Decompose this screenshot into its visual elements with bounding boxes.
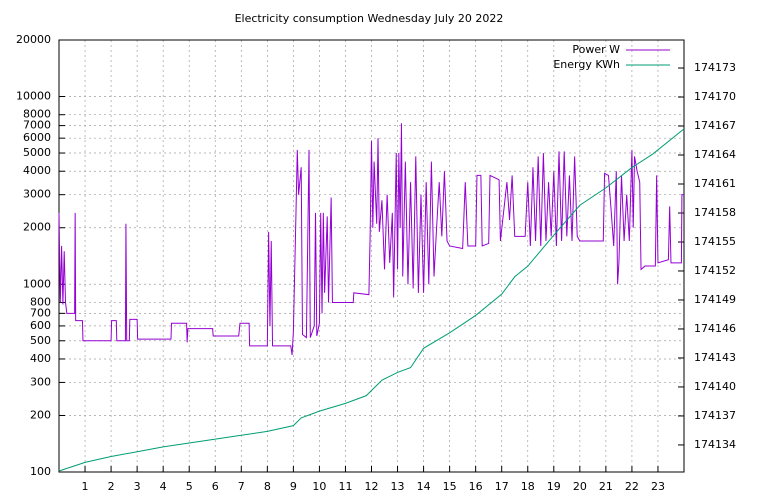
y2-tick-label: 174152 [694, 264, 736, 277]
y2-tick-label: 174158 [694, 206, 736, 219]
plot-border [58, 39, 685, 473]
x-tick-label: 14 [417, 480, 431, 493]
y-tick-label: 800 [30, 295, 51, 308]
y-tick-label: 2000 [23, 221, 51, 234]
x-tick-label: 22 [625, 480, 639, 493]
y2-tick-label: 174134 [694, 438, 736, 451]
y-tick-label: 400 [30, 352, 51, 365]
y-tick-label: 3000 [23, 188, 51, 201]
x-tick-label: 17 [495, 480, 509, 493]
y2-tick-label: 174155 [694, 235, 736, 248]
x-tick-label: 2 [108, 480, 115, 493]
y-tick-label: 6000 [23, 131, 51, 144]
y2-tick-label: 174167 [694, 119, 736, 132]
y2-tick-label: 174149 [694, 293, 736, 306]
y-tick-label: 100 [30, 465, 51, 478]
y2-tick-label: 174140 [694, 380, 736, 393]
x-tick-label: 23 [651, 480, 665, 493]
y2-tick-label: 174146 [694, 322, 736, 335]
y-tick-label: 1000 [23, 277, 51, 290]
x-tick-label: 6 [212, 480, 219, 493]
y2-tick-label: 174170 [694, 90, 736, 103]
y2-tick-label: 174137 [694, 409, 736, 422]
y-tick-label: 10000 [16, 90, 51, 103]
x-tick-label: 20 [573, 480, 587, 493]
y-tick-label: 300 [30, 375, 51, 388]
x-tick-label: 19 [547, 480, 561, 493]
x-tick-label: 1 [82, 480, 89, 493]
x-tick-label: 21 [599, 480, 613, 493]
y-tick-label: 7000 [23, 119, 51, 132]
x-tick-label: 12 [365, 480, 379, 493]
x-tick-label: 5 [186, 480, 193, 493]
x-tick-label: 3 [134, 480, 141, 493]
y-tick-label: 200 [30, 408, 51, 421]
x-tick-label: 15 [443, 480, 457, 493]
y2-tick-label: 174173 [694, 61, 736, 74]
y-tick-label: 5000 [23, 146, 51, 159]
y-tick-label: 600 [30, 319, 51, 332]
y-tick-label: 500 [30, 334, 51, 347]
x-tick-label: 7 [238, 480, 245, 493]
y-tick-label: 700 [30, 306, 51, 319]
y-tick-label: 8000 [23, 108, 51, 121]
x-tick-label: 18 [521, 480, 535, 493]
x-tick-label: 4 [160, 480, 167, 493]
chart-title: Electricity consumption Wednesday July 2… [235, 12, 504, 25]
legend-label: Power W [572, 43, 620, 56]
series-line [58, 128, 685, 472]
x-tick-label: 8 [264, 480, 271, 493]
legend-label: Energy KWh [553, 58, 620, 71]
y-tick-label: 20000 [16, 33, 51, 46]
x-tick-label: 13 [391, 480, 405, 493]
x-tick-label: 11 [338, 480, 352, 493]
x-tick-label: 9 [290, 480, 297, 493]
x-tick-label: 16 [469, 480, 483, 493]
y2-tick-label: 174164 [694, 148, 736, 161]
series-line [58, 123, 684, 356]
y2-tick-label: 174161 [694, 177, 736, 190]
y2-tick-label: 174143 [694, 351, 736, 364]
y-tick-label: 4000 [23, 164, 51, 177]
x-tick-label: 10 [312, 480, 326, 493]
